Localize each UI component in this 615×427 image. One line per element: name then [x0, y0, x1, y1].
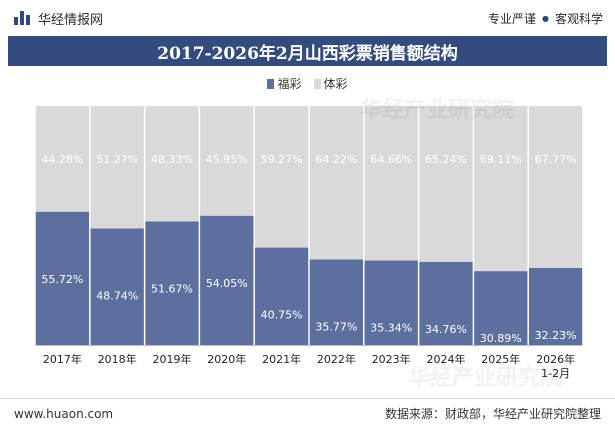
bar-segment-welfare — [309, 259, 364, 345]
data-label-welfare: 30.89% — [480, 332, 522, 345]
data-label-welfare: 54.05% — [206, 277, 248, 290]
footer-website[interactable]: www.huaon.com — [14, 406, 114, 421]
bar-segment-welfare — [145, 221, 199, 345]
bar-segment-sports — [35, 106, 90, 212]
bar-segment-sports — [254, 105, 309, 248]
bar-group: 44.28% 55.72% 2017年 — [35, 106, 90, 366]
bar-segment-sports — [90, 105, 144, 229]
x-tick-label: 2019年 — [153, 352, 192, 366]
legend-item-sports: 体彩 — [313, 75, 348, 92]
bar-segment-welfare — [419, 261, 473, 345]
data-label-sports: 67.77% — [535, 153, 577, 166]
data-label-welfare: 55.72% — [41, 273, 83, 286]
data-label-sports: 45.95% — [206, 153, 248, 166]
x-tick-label: 2022年 — [317, 352, 356, 366]
bullet-icon: ● — [542, 13, 549, 23]
data-label-welfare: 35.34% — [370, 322, 412, 335]
data-label-sports: 44.28% — [41, 153, 83, 166]
bar-group: 48.33% 51.67% 2019年 — [145, 106, 199, 366]
data-label-welfare: 32.23% — [535, 329, 577, 342]
chart-title-bar: 2017-2026年2月山西彩票销售额结构 — [8, 36, 607, 66]
bar-segment-welfare — [35, 211, 90, 345]
x-tick-label: 2023年 — [372, 352, 411, 366]
bar-segment-sports — [419, 106, 473, 262]
tagline: 专业严谨 ● 客观科学 — [488, 10, 603, 27]
bar-segment-welfare — [200, 215, 254, 345]
bar-group: 65.24% 34.76% 2024年 — [419, 106, 473, 366]
data-label-sports: 51.27% — [96, 153, 138, 166]
bar-group: 59.27% 40.75% 2021年 — [254, 105, 309, 366]
tagline-left: 专业严谨 — [487, 11, 536, 26]
stacked-bar-chart: 44.28% 55.72% 2017年 51.27% 48.74% 2018年 48.33%… — [35, 105, 583, 380]
data-label-welfare: 40.75% — [261, 309, 303, 322]
x-tick-label: 2018年 — [98, 352, 137, 366]
data-label-welfare: 51.67% — [151, 283, 193, 296]
bar-group: 69.11% 30.89% 2025年 — [474, 106, 528, 366]
bar-segment-welfare — [90, 228, 144, 345]
data-label-welfare: 48.74% — [96, 290, 138, 303]
legend-item-welfare: 福彩 — [267, 75, 302, 92]
header-bar: 华经情报网 专业严谨 ● 客观科学 — [0, 0, 615, 36]
x-tick-label: 2026年 — [536, 352, 575, 366]
x-tick-label: 2020年 — [207, 352, 246, 366]
footer-divider — [0, 398, 615, 399]
bar-segment-welfare — [528, 267, 583, 345]
bar-segment-sports — [474, 106, 528, 272]
footer-source: 数据来源：财政部，华经产业研究院整理 — [384, 407, 601, 421]
footer-bar: www.huaon.com 数据来源：财政部，华经产业研究院整理 — [0, 400, 615, 427]
bar-group: 51.27% 48.74% 2018年 — [90, 105, 144, 366]
data-label-sports: 64.66% — [370, 153, 412, 166]
chart-legend: 福彩 体彩 — [0, 75, 615, 92]
legend-swatch-sports — [313, 78, 321, 89]
bar-segment-sports — [528, 106, 583, 268]
bar-segment-sports — [309, 106, 364, 260]
brand-name: 华经情报网 — [38, 12, 104, 28]
data-label-sports: 64.22% — [315, 153, 357, 166]
bar-segment-sports — [364, 106, 418, 261]
bar-segment-welfare — [474, 271, 528, 345]
data-label-sports: 59.27% — [261, 153, 303, 166]
x-tick-label: 2017年 — [43, 352, 82, 366]
chart-title: 2017-2026年2月山西彩票销售额结构 — [157, 43, 458, 64]
bar-segment-sports — [145, 106, 199, 222]
logo-icon — [14, 11, 32, 25]
data-label-sports: 69.11% — [480, 153, 522, 166]
data-label-sports: 65.24% — [425, 153, 467, 166]
legend-swatch-welfare — [267, 78, 275, 89]
bar-group: 64.22% 35.77% 2022年 — [309, 106, 364, 366]
legend-label-sports: 体彩 — [323, 77, 348, 91]
x-tick-label: 1-2月 — [541, 367, 570, 380]
x-tick-label: 2024年 — [427, 352, 466, 366]
legend-label-welfare: 福彩 — [277, 77, 302, 91]
bar-segment-welfare — [364, 260, 418, 345]
data-label-sports: 48.33% — [151, 153, 193, 166]
bar-group: 64.66% 35.34% 2023年 — [364, 106, 418, 366]
tagline-right: 客观科学 — [554, 11, 603, 26]
bar-segment-sports — [200, 106, 254, 216]
bar-group: 45.95% 54.05% 2020年 — [200, 106, 254, 366]
data-label-welfare: 34.76% — [425, 323, 467, 336]
data-label-welfare: 35.77% — [315, 321, 357, 334]
x-tick-label: 2021年 — [262, 352, 301, 366]
bar-segment-welfare — [254, 247, 309, 345]
x-tick-label: 2025年 — [481, 352, 520, 366]
brand: 华经情报网 — [14, 9, 103, 28]
